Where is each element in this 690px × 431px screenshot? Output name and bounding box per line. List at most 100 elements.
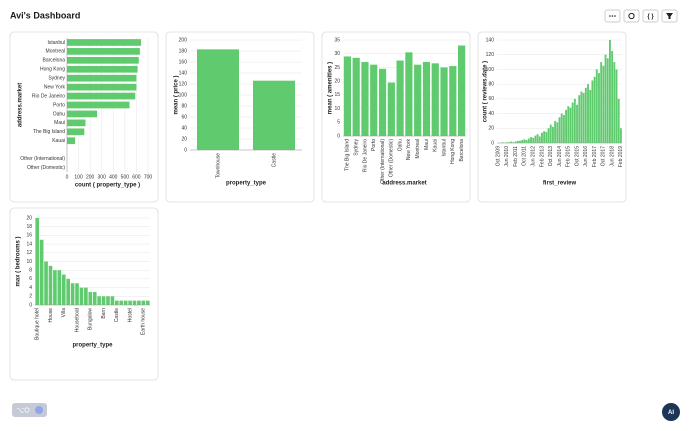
y-tick-label: 35 <box>334 37 340 43</box>
bar <box>422 61 431 136</box>
bar <box>110 296 115 305</box>
x-tick-label: House <box>48 308 54 323</box>
x-tick-label: Jun 2012 <box>531 146 537 167</box>
bar <box>523 139 526 143</box>
bar <box>547 128 550 143</box>
bar <box>512 142 515 143</box>
bar <box>431 63 439 136</box>
bar <box>53 270 57 305</box>
bar <box>67 110 98 118</box>
x-tick-label: Castle <box>114 308 120 322</box>
y-tick-label: 10 <box>334 106 340 112</box>
x-axis-label: count ( property_type ) <box>75 183 140 189</box>
bar <box>576 104 578 143</box>
bar <box>567 106 570 143</box>
bar <box>580 91 583 143</box>
bar <box>573 98 576 143</box>
shortcut-chip[interactable]: ⌥O <box>12 403 47 417</box>
x-tick-label: Feb 2017 <box>592 146 598 167</box>
y-tick-label: 2 <box>29 294 32 300</box>
y-tick-label: Other (Domestic) <box>27 165 65 171</box>
bar <box>137 300 141 305</box>
y-tick-label: 10 <box>26 259 32 265</box>
x-tick-label: 400 <box>109 174 118 180</box>
bar <box>560 113 563 143</box>
x-axis-label: property_type <box>72 343 113 349</box>
bar <box>57 270 62 305</box>
x-tick-label: Other (Domestic) <box>389 139 395 177</box>
toolbar-icons: { } <box>609 12 673 20</box>
x-tick-label: Feb 2019 <box>618 146 624 167</box>
y-axis-label: count ( reviews.date ) <box>483 61 489 122</box>
dashboard-title: Avi's Dashboard <box>10 10 80 20</box>
y-tick-label: 160 <box>179 59 188 65</box>
bar <box>39 239 44 305</box>
x-tick-label: Barn <box>101 308 107 319</box>
bar <box>505 142 508 143</box>
x-tick-label: 700 <box>144 174 153 180</box>
bar <box>598 73 600 143</box>
bar <box>70 283 75 305</box>
bar <box>67 119 86 127</box>
y-tick-label: 120 <box>486 52 495 58</box>
y-tick-label: Istanbul <box>47 40 65 46</box>
bar <box>67 39 142 46</box>
bar <box>35 218 40 305</box>
y-tick-label: 120 <box>179 81 188 87</box>
x-tick-label: Houseboat <box>74 307 80 332</box>
avatar[interactable]: AI <box>662 403 680 421</box>
y-tick-label: Barcelona <box>42 58 65 64</box>
bar <box>128 300 132 305</box>
bar <box>101 296 106 305</box>
bar <box>545 131 548 143</box>
code-button[interactable] <box>642 9 659 23</box>
y-tick-label: 4 <box>29 285 32 291</box>
bar <box>106 296 110 305</box>
x-tick-label: Oct 2015 <box>574 146 580 167</box>
bar <box>534 135 537 143</box>
y-tick-label: 30 <box>334 51 340 57</box>
avatar-label: AI <box>668 410 674 416</box>
x-tick-label: Sydney <box>354 139 360 156</box>
x-tick-label: Maui <box>424 139 430 150</box>
bar <box>67 137 76 145</box>
refresh-button[interactable] <box>623 9 640 23</box>
y-tick-label: 20 <box>488 126 494 132</box>
bar <box>600 62 603 144</box>
y-tick-label: 20 <box>181 136 187 142</box>
y-tick-label: 14 <box>26 241 32 247</box>
bar <box>604 54 607 143</box>
y-tick-label: 20 <box>26 215 32 221</box>
bar <box>75 283 79 305</box>
bar <box>67 56 139 64</box>
x-tick-label: Jun 2010 <box>504 146 510 167</box>
bar <box>595 69 598 143</box>
x-tick-label: Jun 2014 <box>557 146 563 167</box>
bar <box>67 48 140 55</box>
bar <box>617 98 620 143</box>
chart-card: property_type max ( bedrooms ) 0 2 4 6 8 10 12 14… <box>9 207 159 381</box>
x-tick-label: Earth house <box>141 308 147 335</box>
x-tick-label: Jun 2018 <box>609 146 615 167</box>
bar <box>253 80 295 150</box>
bar <box>527 138 530 143</box>
bar <box>405 52 413 136</box>
bar <box>587 84 589 143</box>
x-tick-label: Oct 2017 <box>601 146 607 167</box>
bar <box>61 274 66 305</box>
bar <box>343 56 351 137</box>
bar <box>67 92 136 100</box>
y-axis-label: mean ( amenities ) <box>328 62 334 114</box>
bar <box>97 296 101 305</box>
x-axis-label: property_type <box>226 181 267 187</box>
bar <box>565 109 568 143</box>
x-tick-label: Bungalow <box>88 308 94 330</box>
y-tick-label: 0 <box>337 133 340 139</box>
chart-card: address.market mean ( amenities ) 0 5 10 15 20… <box>321 31 471 203</box>
bar <box>578 95 581 143</box>
x-tick-label: Istanbul <box>441 139 447 157</box>
bar <box>123 300 128 305</box>
bar <box>536 134 539 143</box>
bar <box>361 61 369 136</box>
x-tick-label: Porto <box>371 139 377 151</box>
